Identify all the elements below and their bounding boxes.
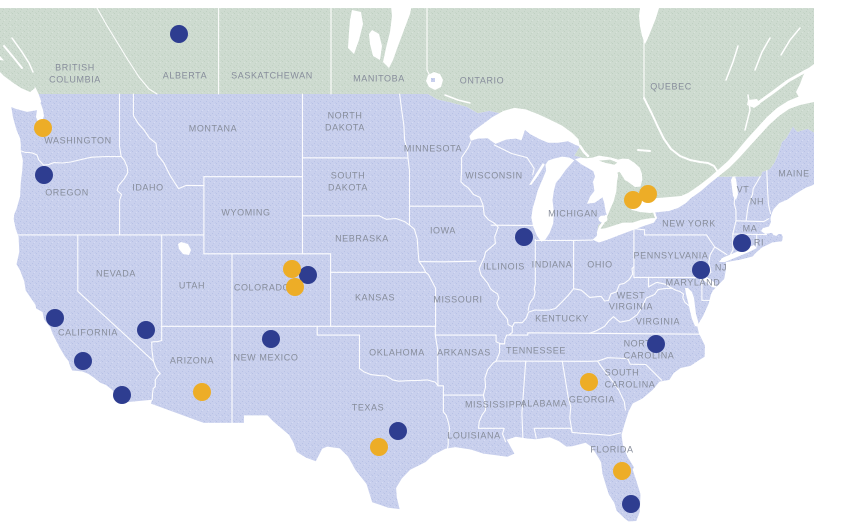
svg-text:MICHIGAN: MICHIGAN	[548, 209, 598, 219]
svg-text:VIRGINIA: VIRGINIA	[609, 302, 653, 312]
svg-text:ARIZONA: ARIZONA	[170, 356, 214, 366]
svg-text:MAINE: MAINE	[778, 169, 810, 179]
svg-text:NEW YORK: NEW YORK	[662, 219, 716, 229]
svg-text:MANITOBA: MANITOBA	[353, 74, 405, 84]
svg-text:INDIANA: INDIANA	[532, 260, 573, 270]
svg-text:IOWA: IOWA	[430, 226, 456, 236]
svg-text:TENNESSEE: TENNESSEE	[506, 346, 566, 356]
svg-text:WYOMING: WYOMING	[221, 208, 270, 218]
svg-text:PENNSYLVANIA: PENNSYLVANIA	[634, 251, 709, 261]
svg-text:UTAH: UTAH	[179, 281, 205, 291]
svg-text:COLUMBIA: COLUMBIA	[49, 75, 101, 85]
svg-text:SASKATCHEWAN: SASKATCHEWAN	[231, 71, 313, 81]
svg-text:MINNESOTA: MINNESOTA	[404, 144, 462, 154]
svg-text:NEW MEXICO: NEW MEXICO	[233, 353, 298, 363]
svg-text:VT: VT	[737, 185, 750, 195]
svg-text:OREGON: OREGON	[45, 188, 89, 198]
svg-text:BRITISH: BRITISH	[55, 63, 95, 73]
svg-text:DAKOTA: DAKOTA	[325, 123, 365, 133]
svg-text:DAKOTA: DAKOTA	[328, 183, 368, 193]
svg-text:NORTH: NORTH	[328, 111, 363, 121]
svg-text:CALIFORNIA: CALIFORNIA	[58, 328, 118, 338]
svg-text:WASHINGTON: WASHINGTON	[44, 136, 112, 146]
svg-text:GEORGIA: GEORGIA	[569, 395, 615, 405]
svg-text:MISSOURI: MISSOURI	[433, 295, 482, 305]
svg-text:MA: MA	[743, 224, 758, 234]
svg-text:COLORADO: COLORADO	[234, 283, 290, 293]
svg-text:CAROLINA: CAROLINA	[605, 380, 656, 390]
svg-text:SOUTH: SOUTH	[605, 368, 640, 378]
svg-text:TEXAS: TEXAS	[352, 403, 385, 413]
svg-text:CAROLINA: CAROLINA	[624, 351, 675, 361]
svg-text:OHIO: OHIO	[587, 260, 612, 270]
svg-text:ALABAMA: ALABAMA	[521, 399, 568, 409]
svg-text:LOUISIANA: LOUISIANA	[447, 431, 500, 441]
svg-text:ARKANSAS: ARKANSAS	[437, 348, 491, 358]
svg-text:ALBERTA: ALBERTA	[163, 71, 207, 81]
svg-text:IDAHO: IDAHO	[132, 183, 164, 193]
svg-text:OKLAHOMA: OKLAHOMA	[369, 348, 425, 358]
svg-text:NH: NH	[750, 197, 764, 207]
svg-text:NEBRASKA: NEBRASKA	[335, 234, 389, 244]
svg-text:NORTH: NORTH	[624, 339, 659, 349]
svg-text:MARYLAND: MARYLAND	[666, 278, 721, 288]
svg-text:WISCONSIN: WISCONSIN	[465, 171, 522, 181]
svg-text:RI: RI	[754, 238, 764, 248]
svg-text:KENTUCKY: KENTUCKY	[535, 314, 589, 324]
svg-text:MONTANA: MONTANA	[189, 124, 238, 134]
svg-text:MISSISSIPPI: MISSISSIPPI	[465, 400, 525, 410]
svg-text:FLORIDA: FLORIDA	[590, 445, 633, 455]
svg-text:VIRGINIA: VIRGINIA	[636, 317, 680, 327]
svg-text:QUEBEC: QUEBEC	[650, 82, 692, 92]
svg-text:NEVADA: NEVADA	[96, 269, 136, 279]
svg-text:KANSAS: KANSAS	[355, 293, 395, 303]
svg-text:WEST: WEST	[617, 291, 645, 301]
svg-text:NJ: NJ	[715, 263, 727, 273]
svg-text:ONTARIO: ONTARIO	[460, 76, 505, 86]
svg-text:ILLINOIS: ILLINOIS	[483, 262, 525, 272]
svg-text:SOUTH: SOUTH	[331, 171, 366, 181]
